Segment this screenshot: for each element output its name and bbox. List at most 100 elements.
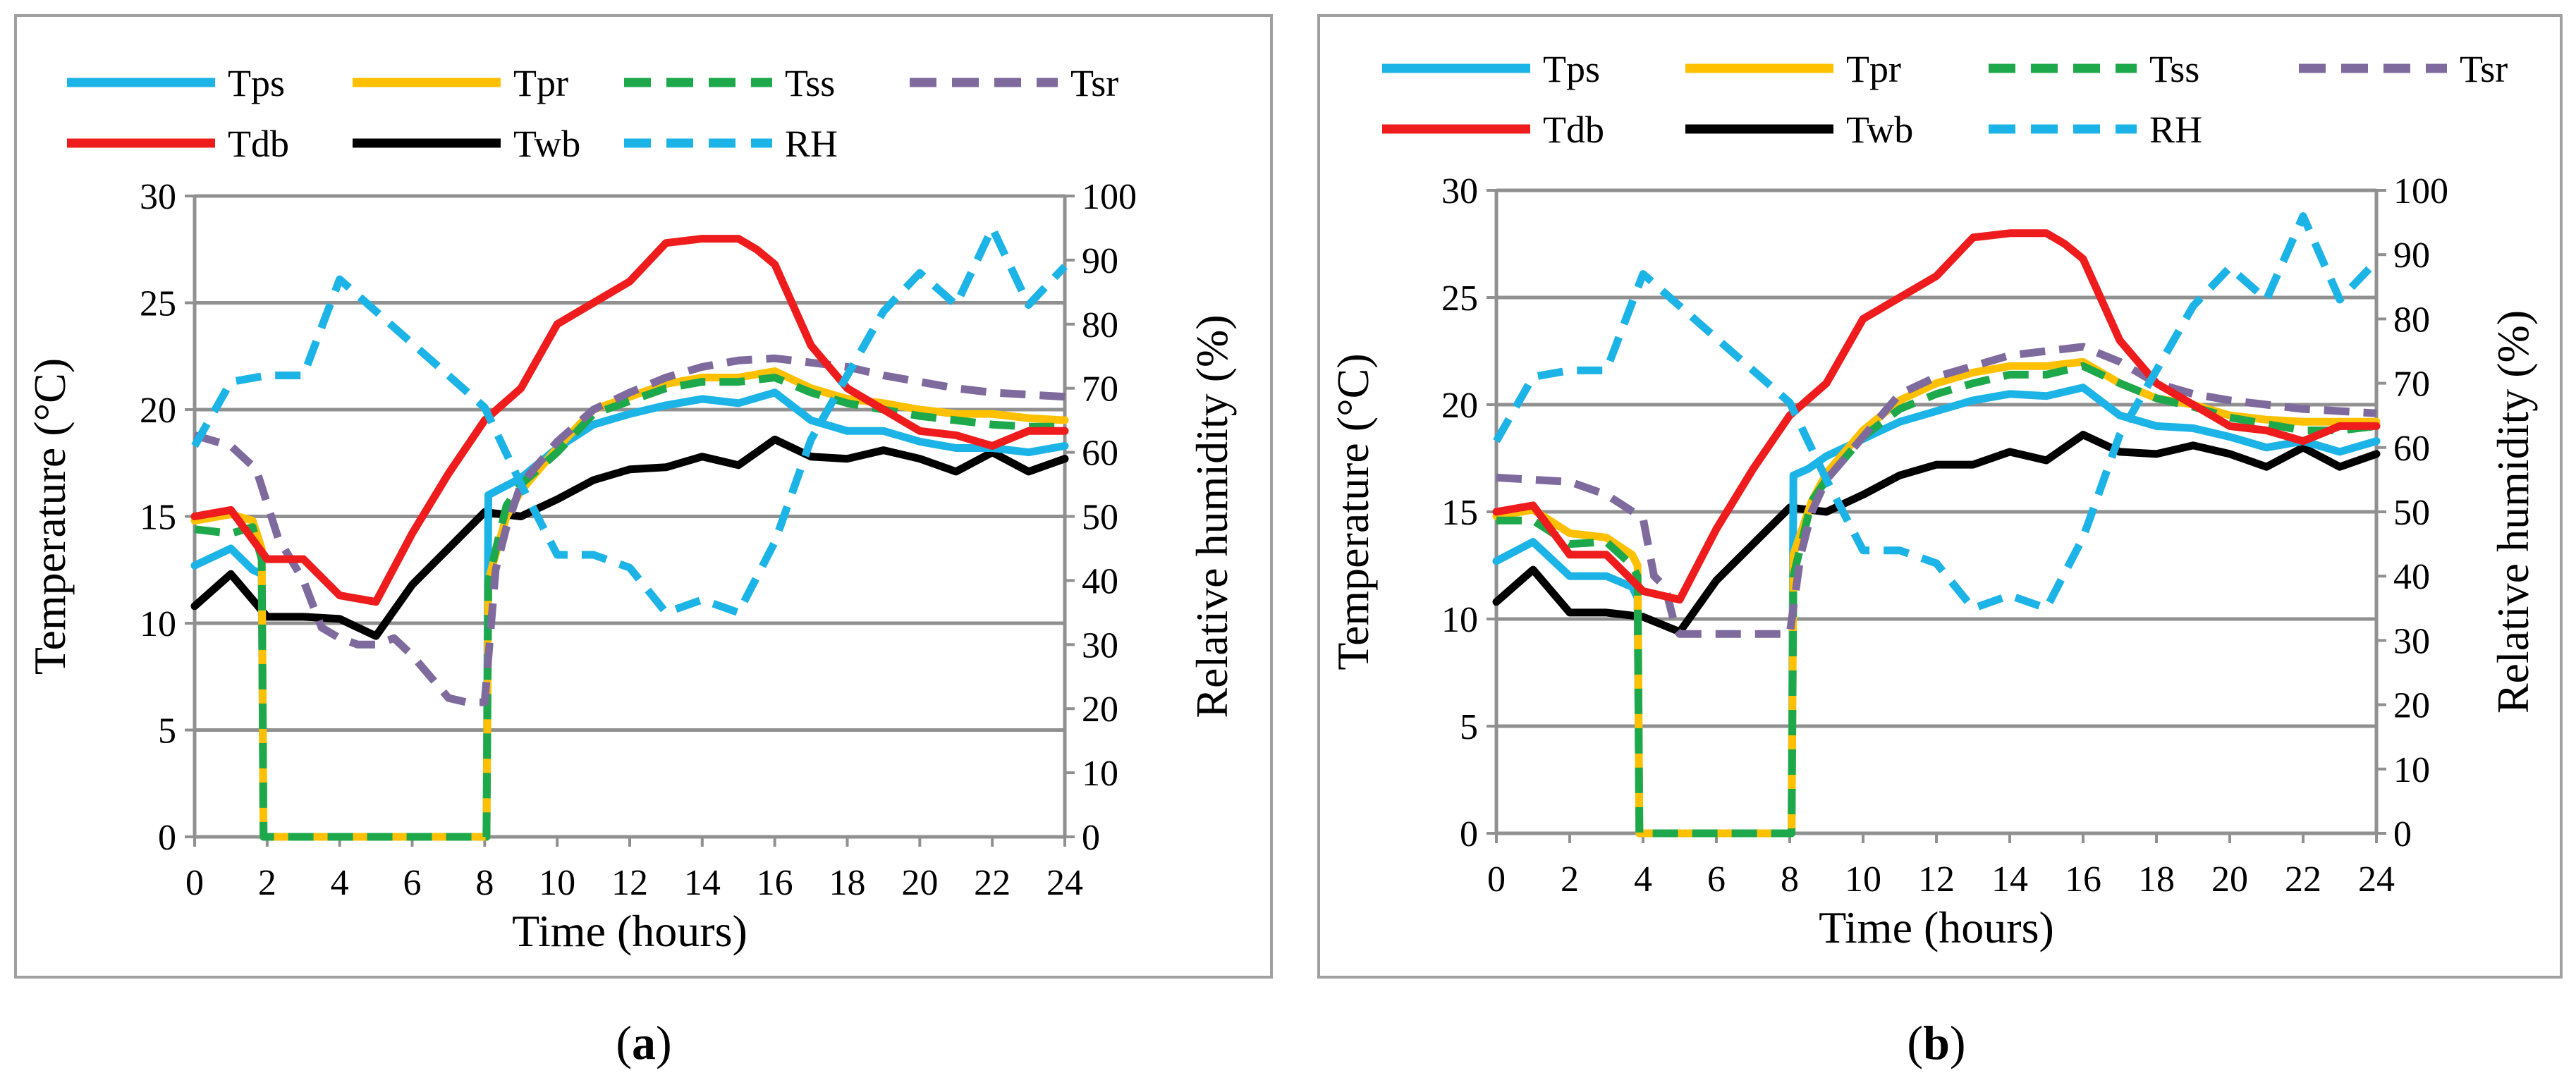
panel-a-x-tick-label: 20 bbox=[901, 863, 938, 903]
panel-a-x-tick-label: 8 bbox=[475, 863, 494, 903]
panel-b-y-tick-label: 20 bbox=[1441, 386, 1478, 426]
panel-a-y-tick-label: 20 bbox=[140, 391, 176, 431]
panel-b-series-tsr bbox=[1496, 343, 2377, 638]
panel-a-legend-label-tdb: Tdb bbox=[228, 123, 289, 165]
panel-b-series-twb bbox=[1492, 431, 2381, 636]
panel-a-x-tick-label: 22 bbox=[974, 863, 1011, 903]
panel-b-legend-label-tpr: Tpr bbox=[1846, 48, 1901, 90]
panel-a-y-tick-label: 30 bbox=[140, 177, 176, 217]
panel-b-caption-letter: b bbox=[1923, 1016, 1950, 1069]
panel-b-y2-tick-label: 20 bbox=[2393, 686, 2430, 726]
panel-a-x-tick-label: 24 bbox=[1046, 863, 1083, 903]
panel-a-x-tick-label: 2 bbox=[258, 863, 276, 903]
panel-a-y2-tick-label: 70 bbox=[1082, 369, 1118, 410]
panel-b-y2-tick-label: 50 bbox=[2393, 493, 2430, 533]
panel-a-caption-close: ) bbox=[656, 1016, 672, 1069]
panel-b-x-tick-label: 2 bbox=[1561, 859, 1579, 900]
panel-b-legend-label-tps: Tps bbox=[1543, 48, 1600, 90]
panel-b-x-tick-label: 14 bbox=[1991, 859, 2028, 900]
panel-b-x-tick-label: 10 bbox=[1845, 859, 1881, 900]
panel-b-series-tpr bbox=[1492, 357, 2381, 838]
panel-a-y2-tick-label: 0 bbox=[1082, 818, 1100, 858]
panel-b-y2-axis-title: Relative humidity (%) bbox=[2488, 310, 2538, 713]
panel-a-y-axis-title: Temperature (°C) bbox=[25, 358, 75, 675]
panel-b-y2-tick-label: 40 bbox=[2393, 557, 2430, 597]
panel-a-x-tick-label: 10 bbox=[539, 863, 575, 903]
panel-b-series-rh bbox=[1493, 212, 2379, 613]
panel-a: 0 2 4 6 8 10 12 14 16 18 20 22 240510152025300102030… bbox=[25, 62, 1237, 956]
panel-b-x-axis-title: Time (hours) bbox=[1819, 902, 2054, 952]
panel-a-y2-tick-label: 60 bbox=[1082, 434, 1118, 474]
panel-b-x-tick-label: 8 bbox=[1781, 859, 1799, 900]
panel-b-series-tps bbox=[1492, 384, 2381, 838]
panel-a-y2-tick-label: 10 bbox=[1082, 754, 1118, 794]
panel-b-x-tick-label: 6 bbox=[1707, 859, 1726, 900]
panel-a-y2-tick-label: 20 bbox=[1082, 689, 1118, 730]
panel-a-y-tick-label: 5 bbox=[158, 711, 176, 752]
panel-a-caption: (a) bbox=[616, 1016, 671, 1069]
panel-b-legend-label-tss: Tss bbox=[2149, 48, 2199, 90]
panel-a-legend-label-tsr: Tsr bbox=[1070, 62, 1118, 104]
panel-b-x-tick-label: 16 bbox=[2065, 859, 2101, 900]
panel-b-y2-tick-label: 80 bbox=[2393, 300, 2430, 340]
panel-b-legend-label-tdb: Tdb bbox=[1543, 109, 1604, 151]
panel-a-caption-open: ( bbox=[616, 1016, 632, 1069]
panel-b-x-tick-label: 20 bbox=[2211, 859, 2248, 900]
panel-b-y-tick-label: 15 bbox=[1441, 493, 1478, 533]
panel-a-x-tick-label: 0 bbox=[185, 863, 204, 903]
panel-b-y2-tick-label: 30 bbox=[2393, 621, 2430, 661]
panel-a-frame bbox=[14, 14, 1273, 979]
panel-a-y2-tick-label: 30 bbox=[1082, 625, 1118, 666]
panel-b: 0 2 4 6 8 10 12 14 16 18 20 22 240510152025300102030… bbox=[1328, 48, 2538, 952]
panel-a-y2-tick-label: 40 bbox=[1082, 561, 1118, 601]
svg-text:(a): (a) bbox=[616, 1016, 671, 1069]
panel-b-y2-tick-label: 60 bbox=[2393, 429, 2430, 469]
panel-a-y-tick-label: 15 bbox=[140, 498, 176, 538]
panel-b-legend-label-rh: RH bbox=[2149, 109, 2202, 151]
panel-b-y-tick-label: 25 bbox=[1441, 278, 1478, 319]
panel-b-x-tick-label: 12 bbox=[1918, 859, 1955, 900]
panel-b-y2-tick-label: 70 bbox=[2393, 364, 2430, 405]
panel-b-y-tick-label: 10 bbox=[1441, 600, 1478, 640]
panel-a-x-axis-title: Time (hours) bbox=[512, 906, 747, 956]
panel-a-y2-tick-label: 80 bbox=[1082, 305, 1118, 345]
panel-b-caption-open: ( bbox=[1907, 1016, 1923, 1069]
panel-a-y2-tick-label: 50 bbox=[1082, 498, 1118, 538]
panel-a-y-tick-label: 0 bbox=[158, 818, 176, 858]
panel-a-series-twb bbox=[190, 435, 1069, 640]
panel-b-x-tick-label: 18 bbox=[2138, 859, 2175, 900]
panel-b-y2-tick-label: 0 bbox=[2393, 814, 2412, 854]
panel-a-x-tick-label: 12 bbox=[611, 863, 648, 903]
panel-b-x-tick-label: 0 bbox=[1487, 859, 1506, 900]
panel-a-legend-label-twb: Twb bbox=[513, 123, 580, 165]
panel-b-border bbox=[1317, 14, 2563, 979]
panel-a-legend-label-rh: RH bbox=[785, 123, 838, 165]
panel-a-series-tss bbox=[194, 374, 1065, 841]
panel-b-y-tick-label: 0 bbox=[1460, 814, 1478, 854]
panel-a-y-tick-label: 10 bbox=[140, 604, 176, 644]
panel-a-y2-tick-label: 100 bbox=[1082, 177, 1137, 217]
panel-b-x-tick-label: 22 bbox=[2285, 859, 2321, 900]
panel-b-y-axis-title: Temperature (°C) bbox=[1328, 353, 1378, 670]
panel-a-caption-letter: a bbox=[632, 1016, 656, 1069]
panel-b-legend-label-twb: Twb bbox=[1846, 109, 1913, 151]
panel-b-frame bbox=[1317, 14, 2563, 979]
panel-b-y2-tick-label: 90 bbox=[2393, 235, 2430, 276]
panel-b-y-tick-label: 30 bbox=[1441, 171, 1478, 212]
panel-b-y2-tick-label: 100 bbox=[2393, 171, 2448, 212]
panel-a-x-tick-label: 6 bbox=[403, 863, 422, 903]
panel-b-y-tick-label: 5 bbox=[1460, 707, 1478, 747]
panel-a-y2-axis-title: Relative humidity (%) bbox=[1187, 314, 1237, 718]
panel-a-x-tick-label: 4 bbox=[331, 863, 349, 903]
panel-a-series-tdb bbox=[190, 235, 1069, 606]
panel-b-y2-tick-label: 10 bbox=[2393, 750, 2430, 790]
panel-a-x-tick-label: 16 bbox=[757, 863, 793, 903]
panel-b-legend-label-tsr: Tsr bbox=[2460, 48, 2508, 90]
panel-b-x-tick-label: 24 bbox=[2358, 859, 2395, 900]
panel-a-legend-label-tss: Tss bbox=[785, 62, 835, 104]
panel-a-border bbox=[14, 14, 1273, 979]
panel-b-series-tdb bbox=[1492, 229, 2381, 604]
panel-a-series-tsr bbox=[193, 354, 1066, 706]
panel-a-y2-tick-label: 90 bbox=[1082, 241, 1118, 281]
